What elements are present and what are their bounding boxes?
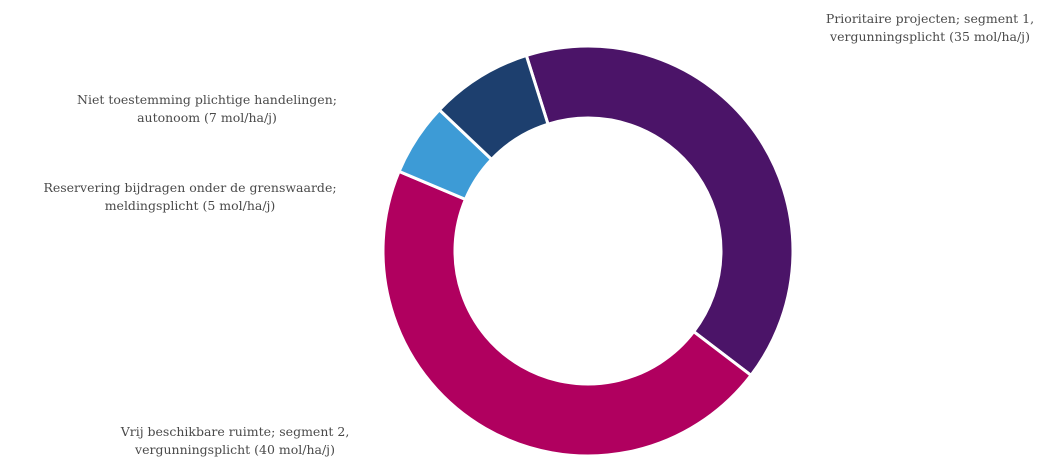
slice-label-2-line-2: vergunningsplicht (40 mol/ha/j) [134,442,335,457]
donut-slice-4 [437,53,550,162]
slice-label-4-line-2: autonoom (7 mol/ha/j) [137,110,277,125]
slice-label-1-line-1: Prioritaire projecten; segment 1, [826,11,1034,26]
slice-label-4: Niet toestemming plichtige handelingen; a… [77,92,337,125]
donut-slice-2 [381,169,754,458]
slice-label-1: Prioritaire projecten; segment 1, vergunn… [826,11,1034,44]
slice-label-3: Reservering bijdragen onder de grenswaar… [43,180,336,213]
slice-label-3-line-1: Reservering bijdragen onder de grenswaar… [43,180,336,195]
donut-slices [381,44,795,458]
donut-slice-1 [524,44,795,378]
slice-label-4-line-1: Niet toestemming plichtige handelingen; [77,92,337,107]
slice-label-2: Vrij beschikbare ruimte; segment 2, vergu… [120,424,350,457]
slice-label-3-line-2: meldingsplicht (5 mol/ha/j) [105,198,276,213]
slice-labels: Prioritaire projecten; segment 1, vergunn… [43,11,1034,457]
slice-label-1-line-2: vergunningsplicht (35 mol/ha/j) [829,29,1030,44]
slice-label-2-line-1: Vrij beschikbare ruimte; segment 2, [120,424,350,439]
